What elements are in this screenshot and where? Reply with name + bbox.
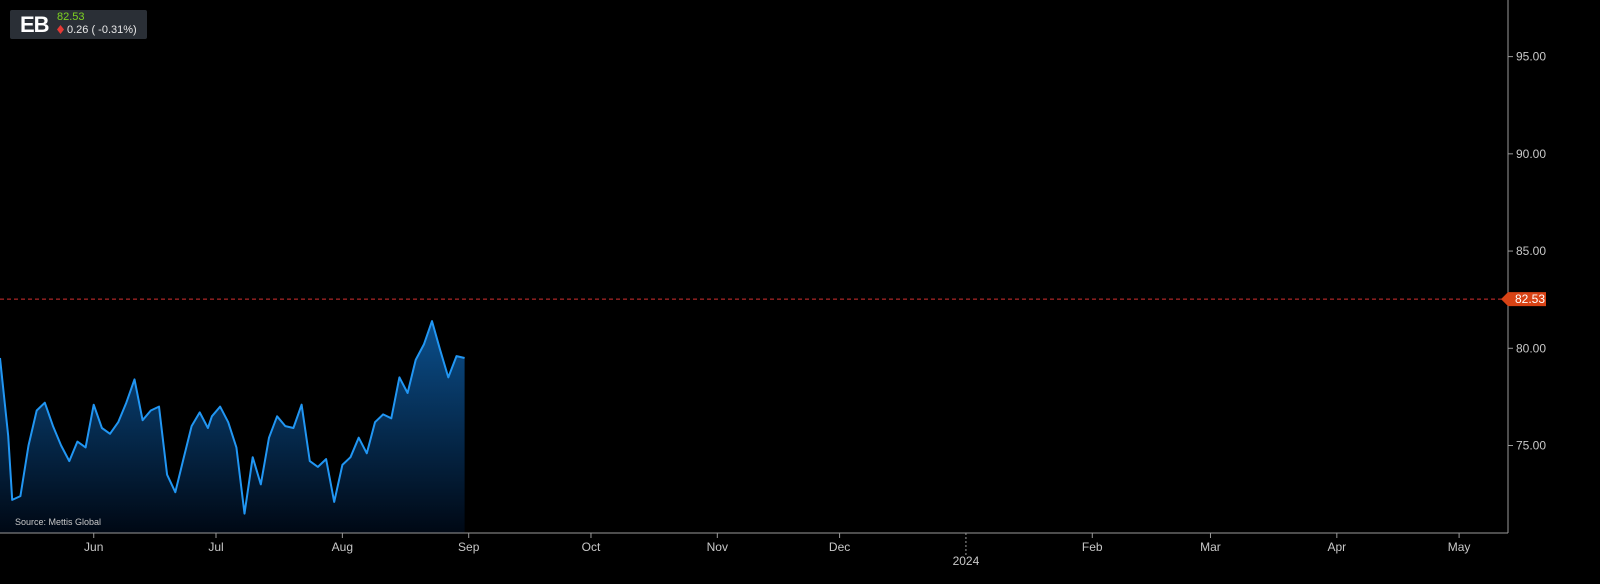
last-price-flag (1501, 292, 1546, 307)
x-tick-label: Feb (1082, 540, 1103, 554)
x-year-label: 2024 (953, 554, 980, 568)
last-price-flag-label: 82.53 (1515, 292, 1545, 306)
y-tick-label: 90.00 (1516, 147, 1546, 161)
ticker-symbol: EB (20, 12, 50, 37)
y-tick-label: 95.00 (1516, 50, 1546, 64)
x-tick-label: Apr (1327, 540, 1346, 554)
x-tick-label: Oct (582, 540, 601, 554)
x-tick-label: Jun (84, 540, 103, 554)
x-tick-label: Sep (458, 540, 480, 554)
x-tick-label: Mar (1200, 540, 1221, 554)
source-note: Source: Mettis Global (15, 517, 101, 527)
y-tick-label: 85.00 (1516, 244, 1546, 258)
y-tick-label: 80.00 (1516, 341, 1546, 355)
ticker-badge: EB 82.53 0.26 ( -0.31%) (10, 10, 147, 39)
x-tick-label: May (1448, 540, 1471, 554)
plot-area (0, 298, 1508, 533)
x-tick-label: Aug (332, 540, 353, 554)
price-change-row: 0.26 ( -0.31%) (57, 24, 137, 36)
x-tick-label: Jul (208, 540, 223, 554)
x-tick-label: Dec (829, 540, 850, 554)
y-tick-label: 75.00 (1516, 439, 1546, 453)
down-arrow-icon (57, 25, 64, 34)
last-price: 82.53 (57, 11, 85, 23)
x-tick-label: Nov (707, 540, 728, 554)
axes: 75.00 80.00 85.00 90.00 95.00 Jun Jul Aug Sep Oct… (0, 0, 1546, 568)
series-line (0, 320, 465, 515)
price-change: 0.26 ( -0.31%) (67, 24, 137, 36)
area-fill (0, 321, 465, 533)
